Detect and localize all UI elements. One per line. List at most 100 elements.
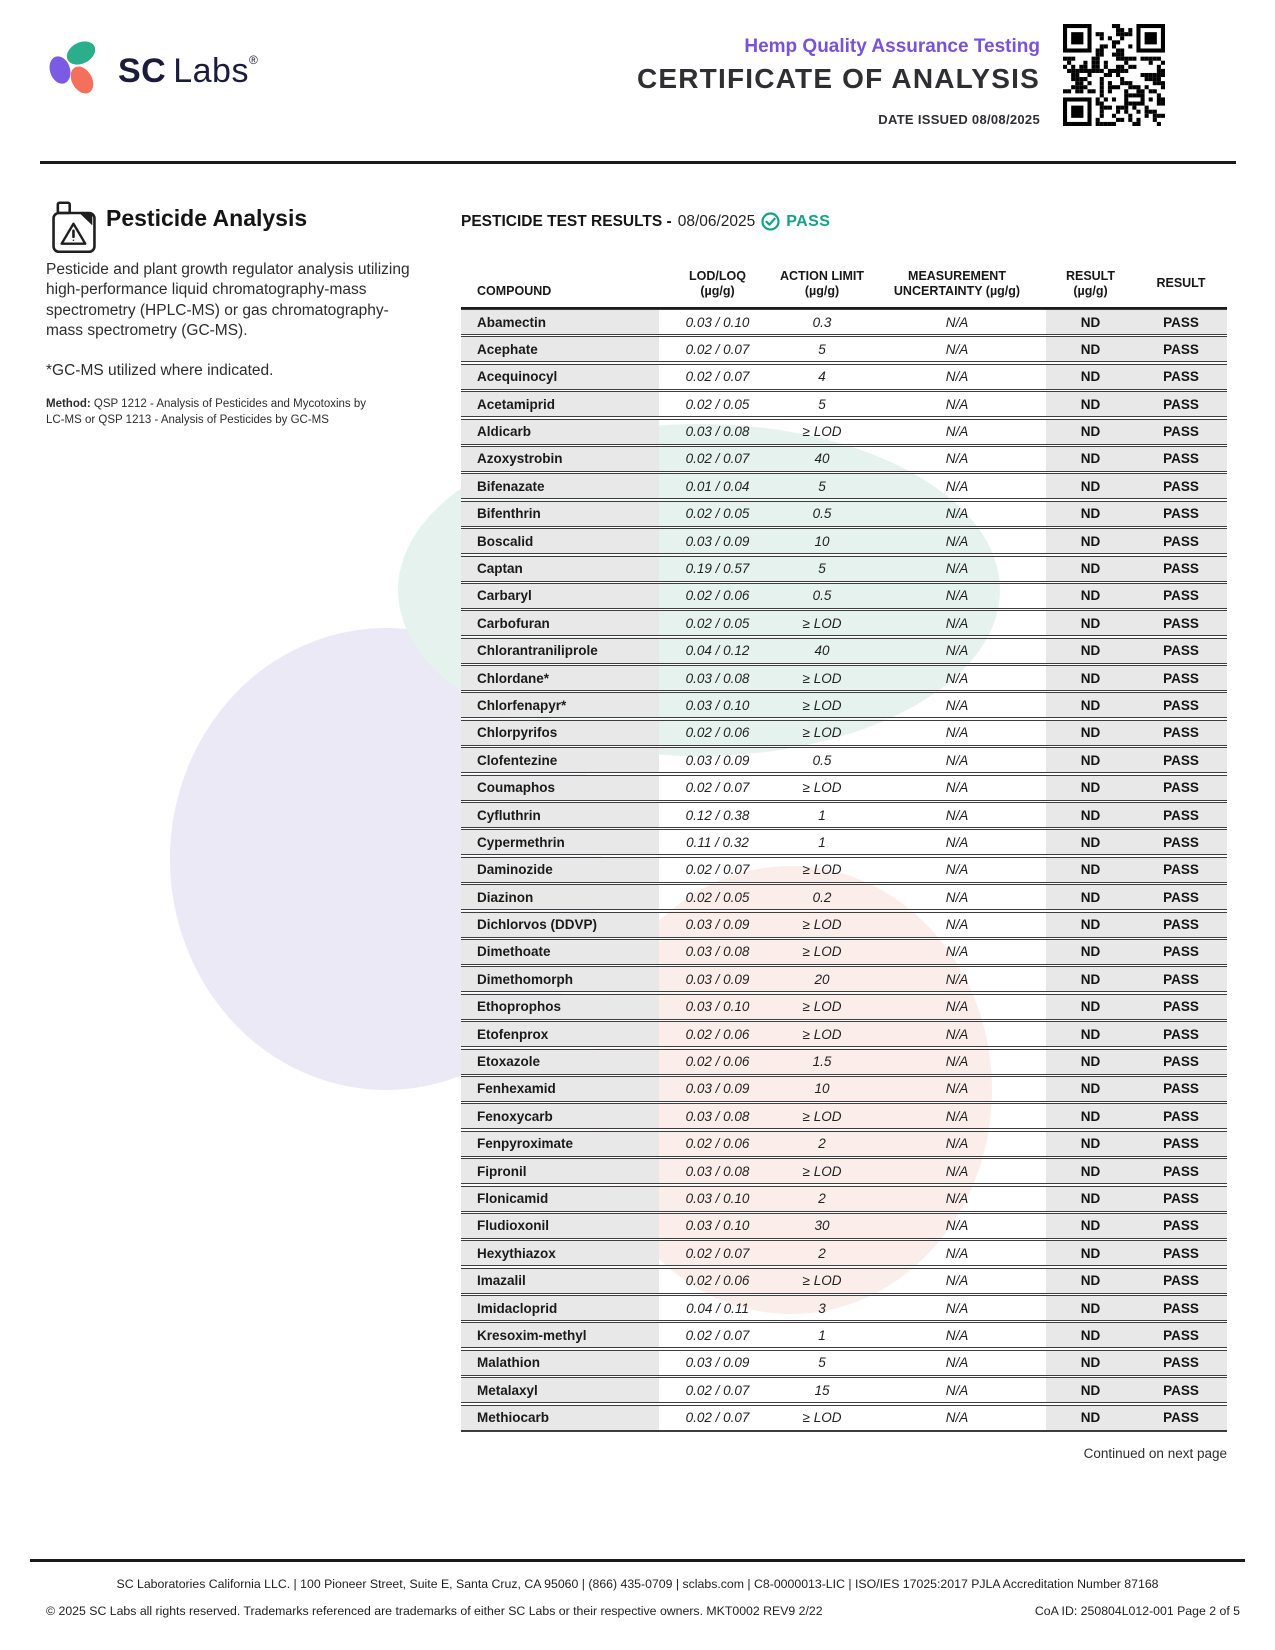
uncertainty-value: N/A	[945, 1300, 969, 1316]
uncertainty-value: N/A	[945, 1163, 969, 1179]
result-value: ND	[1046, 446, 1135, 471]
result-value: ND	[1046, 830, 1135, 855]
lod-loq-value: 0.02 / 0.07	[685, 862, 750, 878]
row-status: PASS	[1135, 337, 1227, 362]
lod-loq-value: 0.02 / 0.06	[685, 725, 750, 741]
result-value: ND	[1046, 419, 1135, 444]
compound-name: Boscalid	[461, 529, 659, 554]
action-limit-value: 2	[818, 1245, 826, 1261]
column-header-uncertainty: MEASUREMENT UNCERTAINTY (µg/g)	[893, 268, 1021, 299]
uncertainty-value: N/A	[945, 1191, 969, 1206]
table-row: Etofenprox 0.02 / 0.06 ≥ LOD N/A ND PASS	[461, 1021, 1227, 1048]
row-status: PASS	[1135, 583, 1227, 608]
action-limit-value: ≥ LOD	[802, 697, 842, 713]
action-limit-value: 2	[818, 1191, 826, 1206]
results-date: 08/06/2025	[677, 212, 756, 230]
result-value: ND	[1046, 1131, 1135, 1156]
lod-loq-value: 0.02 / 0.06	[685, 1054, 750, 1070]
table-row: Cyfluthrin 0.12 / 0.38 1 N/A ND PASS	[461, 802, 1227, 829]
continued-note: Continued on next page	[1083, 1446, 1227, 1461]
compound-name: Azoxystrobin	[461, 446, 659, 471]
action-limit-value: 15	[814, 1382, 830, 1398]
result-value: ND	[1046, 392, 1135, 417]
table-header-row: COMPOUND LOD/LOQ (µg/g) ACTION LIMIT (µg/g…	[461, 250, 1227, 309]
result-value: ND	[1046, 803, 1135, 828]
lod-loq-value: 0.03 / 0.10	[685, 314, 750, 330]
lod-loq-value: 0.03 / 0.10	[685, 1218, 750, 1234]
row-status: PASS	[1135, 1405, 1227, 1430]
column-header-action-limit: ACTION LIMIT (µg/g)	[779, 268, 864, 299]
pass-check-icon	[761, 212, 780, 231]
lod-loq-value: 0.02 / 0.07	[685, 1327, 750, 1343]
result-value: ND	[1046, 1296, 1135, 1321]
action-limit-value: ≥ LOD	[802, 917, 842, 933]
action-limit-value: 1	[818, 834, 826, 850]
table-row: Dimethomorph 0.03 / 0.09 20 N/A ND PASS	[461, 966, 1227, 993]
row-status: PASS	[1135, 611, 1227, 636]
compound-name: Chlorfenapyr*	[461, 693, 659, 718]
lod-loq-value: 0.02 / 0.07	[685, 1245, 750, 1261]
action-limit-value: ≥ LOD	[802, 1273, 842, 1289]
table-row: Chlorantraniliprole 0.04 / 0.12 40 N/A N…	[461, 637, 1227, 664]
uncertainty-value: N/A	[945, 889, 969, 905]
result-value: ND	[1046, 1186, 1135, 1211]
row-status: PASS	[1135, 830, 1227, 855]
uncertainty-value: N/A	[945, 1054, 969, 1070]
result-value: ND	[1046, 364, 1135, 389]
registered-trademark-icon: ®	[248, 53, 259, 67]
row-status: PASS	[1135, 419, 1227, 444]
section-description: Pesticide and plant growth regulator ana…	[46, 261, 410, 340]
compound-name: Coumaphos	[461, 775, 659, 800]
compound-name: Dimethoate	[461, 939, 659, 964]
uncertainty-value: N/A	[945, 1026, 969, 1042]
table-row: Carbofuran 0.02 / 0.05 ≥ LOD N/A ND PASS	[461, 610, 1227, 637]
row-status: PASS	[1135, 967, 1227, 992]
action-limit-value: 0.5	[812, 752, 832, 768]
compound-name: Flonicamid	[461, 1186, 659, 1211]
footer-divider	[30, 1559, 1245, 1562]
compound-name: Acetamiprid	[461, 392, 659, 417]
lod-loq-value: 0.04 / 0.11	[686, 1300, 749, 1316]
uncertainty-value: N/A	[945, 643, 969, 659]
uncertainty-value: N/A	[945, 1410, 969, 1426]
table-row: Imazalil 0.02 / 0.06 ≥ LOD N/A ND PASS	[461, 1267, 1227, 1294]
compound-name: Diazinon	[461, 885, 659, 910]
action-limit-value: 0.2	[812, 889, 832, 905]
compound-name: Fludioxonil	[461, 1213, 659, 1238]
lod-loq-value: 0.04 / 0.12	[685, 643, 750, 659]
table-row: Aldicarb 0.03 / 0.08 ≥ LOD N/A ND PASS	[461, 418, 1227, 445]
action-limit-value: ≥ LOD	[802, 999, 842, 1015]
uncertainty-value: N/A	[945, 1327, 969, 1343]
uncertainty-value: N/A	[945, 807, 969, 823]
compound-name: Daminozide	[461, 857, 659, 882]
date-issued: DATE ISSUED 08/08/2025	[878, 112, 1040, 127]
table-row: Abamectin 0.03 / 0.10 0.3 N/A ND PASS	[461, 309, 1227, 335]
result-value: ND	[1046, 529, 1135, 554]
result-value: ND	[1046, 885, 1135, 910]
row-status: PASS	[1135, 912, 1227, 937]
column-header-result: RESULT	[1156, 276, 1206, 291]
uncertainty-value: N/A	[945, 1136, 969, 1152]
program-title: Hemp Quality Assurance Testing	[744, 36, 1040, 57]
compound-name: Chlorantraniliprole	[461, 638, 659, 663]
result-value: ND	[1046, 1323, 1135, 1348]
compound-name: Captan	[461, 556, 659, 581]
action-limit-value: 10	[814, 533, 830, 549]
action-limit-value: ≥ LOD	[802, 1108, 842, 1124]
table-row: Dimethoate 0.03 / 0.08 ≥ LOD N/A ND PASS	[461, 938, 1227, 965]
table-row: Malathion 0.03 / 0.09 5 N/A ND PASS	[461, 1349, 1227, 1376]
table-row: Carbaryl 0.02 / 0.06 0.5 N/A ND PASS	[461, 582, 1227, 609]
action-limit-value: ≥ LOD	[802, 1026, 842, 1042]
compound-name: Cyfluthrin	[461, 803, 659, 828]
uncertainty-value: N/A	[945, 999, 969, 1015]
sclabs-logo: SC Labs®	[48, 40, 258, 103]
compound-name: Carbofuran	[461, 611, 659, 636]
uncertainty-value: N/A	[945, 834, 969, 850]
lod-loq-value: 0.03 / 0.09	[685, 1355, 750, 1371]
compound-name: Fenhexamid	[461, 1076, 659, 1101]
table-row: Fipronil 0.03 / 0.08 ≥ LOD N/A ND PASS	[461, 1158, 1227, 1185]
action-limit-value: 10	[814, 1081, 830, 1097]
row-status: PASS	[1135, 446, 1227, 471]
result-value: ND	[1046, 775, 1135, 800]
result-value: ND	[1046, 1076, 1135, 1101]
